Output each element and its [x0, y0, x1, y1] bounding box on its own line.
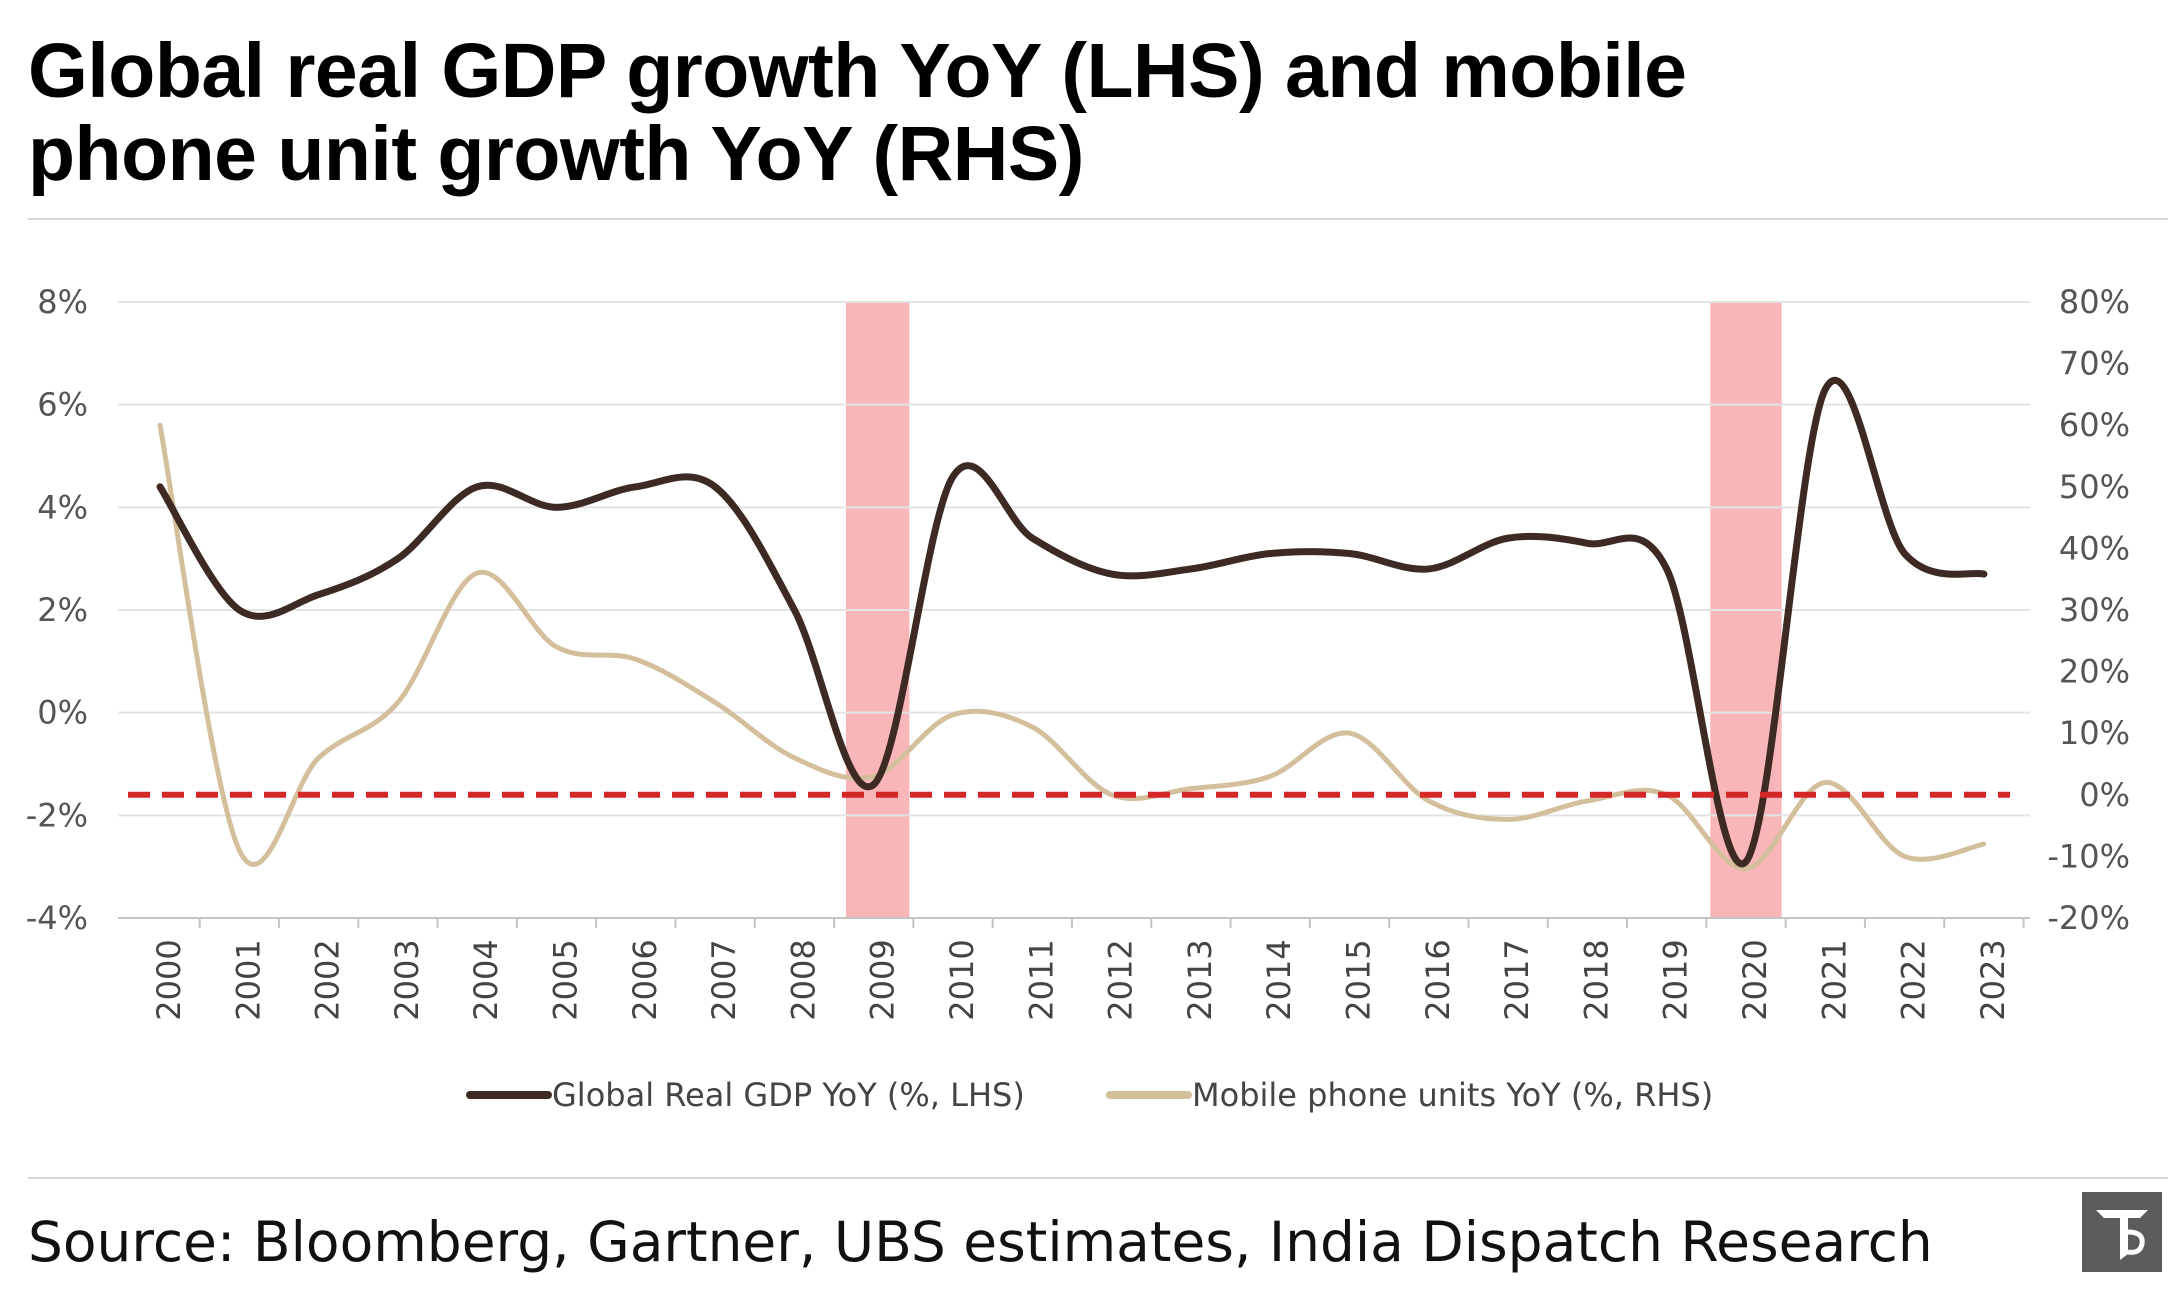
left-axis-tick-label: 0% — [37, 694, 88, 732]
gdp-point-2004 — [474, 484, 480, 490]
x-axis-tick-label: 2018 — [1577, 939, 1615, 1020]
right-axis-tick-label: -10% — [2047, 837, 2130, 875]
x-axis-tick-label: 2015 — [1340, 939, 1378, 1020]
mobile-point-2016 — [1426, 798, 1432, 804]
mobile-point-2011 — [1029, 724, 1035, 730]
mobile-point-2005 — [554, 644, 560, 650]
x-axis-tick-label: 2002 — [309, 939, 347, 1020]
gdp-point-2015 — [1347, 551, 1353, 557]
gdp-point-2000 — [157, 484, 163, 490]
right-axis-tick-label: -20% — [2047, 899, 2130, 937]
x-axis-tick-label: 2013 — [1181, 939, 1219, 1020]
gdp-point-2011 — [1029, 535, 1035, 541]
x-axis-tick-label: 2010 — [943, 939, 981, 1020]
x-axis-tick-label: 2006 — [626, 939, 664, 1020]
x-axis-tick-label: 2019 — [1657, 939, 1695, 1020]
x-axis-tick-label: 2005 — [547, 939, 585, 1020]
right-axis-tick-label: 60% — [2059, 406, 2130, 444]
right-axis-tick-label: 0% — [2079, 776, 2130, 814]
mobile-point-2007 — [712, 699, 718, 705]
mobile-series-line — [157, 422, 1987, 872]
gdp-point-2013 — [1188, 566, 1194, 572]
right-axis-tick-label: 40% — [2059, 529, 2130, 567]
gdp-point-2019 — [1664, 566, 1670, 572]
right-axis-tick-label: 50% — [2059, 468, 2130, 506]
x-axis-tick-label: 2011 — [1022, 939, 1060, 1020]
mobile-point-2001 — [236, 847, 242, 853]
right-axis-tick-label: 70% — [2059, 345, 2130, 383]
gdp-point-2012 — [1109, 571, 1115, 577]
x-axis-tick-label: 2023 — [1974, 939, 2012, 1020]
right-axis-tick-label: 10% — [2059, 714, 2130, 752]
x-axis-tick-label: 2009 — [864, 939, 902, 1020]
x-axis-tick-label: 2017 — [1498, 939, 1536, 1020]
gdp-point-2017 — [1505, 535, 1511, 541]
gdp-point-2014 — [1267, 551, 1273, 557]
mobile-point-2013 — [1188, 786, 1194, 792]
chart-title: Global real GDP growth YoY (LHS) and mob… — [28, 30, 2128, 196]
mobile-point-2023 — [1981, 841, 1987, 847]
gdp-point-2020 — [1743, 859, 1749, 865]
title-divider — [28, 218, 2168, 220]
gdp-point-2010 — [950, 474, 956, 480]
x-axis-tick-label: 2003 — [388, 939, 426, 1020]
gdp-point-2018 — [1584, 540, 1590, 546]
gdp-point-2021 — [1822, 386, 1828, 392]
gdp-point-2016 — [1426, 566, 1432, 572]
mobile-point-2004 — [474, 570, 480, 576]
left-axis-tick-label: 8% — [37, 283, 88, 321]
gdp-point-2002 — [316, 592, 322, 598]
right-axis-tick-label: 20% — [2059, 653, 2130, 691]
gdp-point-2009 — [871, 782, 877, 788]
dual-axis-line-chart: 8% 6% 4% 2% 0% -2% -4% 80% 70% 60% 50% 40% 30% 20% 10%… — [26, 283, 2130, 1114]
legend-label-mobile: Mobile phone units YoY (%, RHS) — [1192, 1076, 1713, 1114]
mobile-point-2000 — [157, 422, 163, 428]
mobile-point-2021 — [1822, 779, 1828, 785]
mobile-point-2012 — [1109, 792, 1115, 798]
mobile-point-2017 — [1505, 816, 1511, 822]
left-axis-tick-label: 6% — [37, 386, 88, 424]
x-axis-tick-label: 2016 — [1419, 939, 1457, 1020]
x-axis-tick-label: 2012 — [1102, 939, 1140, 1020]
mobile-point-2015 — [1347, 730, 1353, 736]
x-axis-tick-label: 2001 — [229, 939, 267, 1020]
gdp-point-2006 — [633, 484, 639, 490]
x-axis-tick-label: 2008 — [784, 939, 822, 1020]
gdp-point-2007 — [712, 484, 718, 490]
mobile-point-2010 — [950, 712, 956, 718]
chart-title-line-1: Global real GDP growth YoY (LHS) and mob… — [28, 28, 1687, 114]
chart-title-line-2: phone unit growth YoY (RHS) — [28, 111, 1084, 197]
source-divider — [28, 1177, 2168, 1179]
legend-label-gdp: Global Real GDP YoY (%, LHS) — [552, 1076, 1025, 1114]
gdp-point-2022 — [1902, 551, 1908, 557]
gdp-point-2001 — [236, 607, 242, 613]
source-note: Source: Bloomberg, Gartner, UBS estimate… — [28, 1210, 1933, 1274]
x-axis-tick-label: 2020 — [1736, 939, 1774, 1020]
mobile-point-2022 — [1902, 853, 1908, 859]
right-axis-tick-label: 30% — [2059, 591, 2130, 629]
mobile-point-2018 — [1584, 798, 1590, 804]
mobile-point-2008 — [791, 755, 797, 761]
gdp-point-2008 — [791, 607, 797, 613]
x-axis-tick-label: 2014 — [1260, 939, 1298, 1020]
x-axis-tick-label: 2021 — [1815, 939, 1853, 1020]
gdp-point-2003 — [395, 556, 401, 562]
left-axis-tick-label: 4% — [37, 488, 88, 526]
x-axis-tick-label: 2022 — [1895, 939, 1933, 1020]
gdp-series-line — [156, 376, 1988, 868]
x-axis-tick-label: 2004 — [467, 939, 505, 1020]
mobile-point-2003 — [395, 699, 401, 705]
left-axis-tick-label: 2% — [37, 591, 88, 629]
publisher-logo-icon — [2082, 1192, 2162, 1272]
mobile-point-2002 — [316, 755, 322, 761]
left-axis-tick-label: -4% — [26, 899, 88, 937]
x-axis-tick-label: 2007 — [705, 939, 743, 1020]
mobile-point-2014 — [1267, 773, 1273, 779]
gdp-point-2023 — [1981, 571, 1987, 577]
left-axis-tick-label: -2% — [26, 796, 88, 834]
right-axis-tick-label: 80% — [2059, 283, 2130, 321]
x-axis-tick-label: 2000 — [150, 939, 188, 1020]
gdp-point-2005 — [554, 504, 560, 510]
mobile-point-2006 — [633, 656, 639, 662]
